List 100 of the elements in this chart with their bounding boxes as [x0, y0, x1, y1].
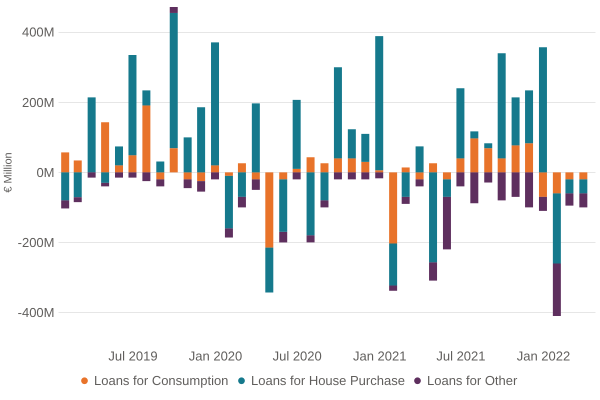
bar [74, 197, 82, 202]
y-tick-label: 0M [36, 164, 54, 180]
legend-label: Loans for Consumption [94, 372, 228, 388]
bar [279, 232, 288, 242]
bar [484, 143, 492, 148]
x-tick-label: Jan 2021 [352, 348, 406, 364]
bar [334, 158, 342, 172]
bar [170, 148, 178, 172]
bar [498, 158, 506, 172]
bar [197, 107, 206, 172]
bar [320, 163, 328, 172]
bar [565, 179, 574, 194]
bar [525, 90, 534, 144]
x-tick-label: Jul 2019 [108, 348, 158, 364]
bar [61, 172, 70, 200]
bar [525, 172, 534, 208]
bar [61, 152, 70, 172]
bar [579, 179, 588, 194]
bar [512, 145, 520, 172]
bar [470, 131, 478, 138]
bar [156, 172, 164, 180]
bar [429, 172, 438, 262]
bar [442, 172, 451, 180]
bar [224, 176, 233, 228]
bar [470, 172, 478, 204]
bar [538, 196, 547, 211]
x-tick-label: Jan 2022 [516, 348, 570, 364]
bar [128, 172, 136, 178]
bar [538, 172, 547, 197]
bar [197, 172, 206, 182]
bar [498, 172, 506, 200]
bar [252, 172, 260, 180]
bar [375, 172, 384, 178]
bar [389, 172, 398, 244]
bar [88, 172, 96, 178]
bar [552, 263, 561, 316]
bar [402, 172, 410, 197]
bar [238, 196, 246, 208]
x-tick-label: Jan 2020 [188, 348, 242, 364]
bar [416, 179, 424, 186]
bar [552, 193, 561, 264]
bar [416, 172, 424, 180]
y-axis-title: € Million [2, 152, 14, 193]
bar [348, 172, 356, 180]
bar [115, 172, 124, 178]
bar [442, 196, 451, 250]
bar [389, 286, 398, 291]
bar [224, 228, 233, 238]
bar [170, 12, 178, 148]
bar [512, 172, 520, 197]
bar [252, 179, 260, 190]
bar [292, 172, 301, 180]
bar [456, 158, 464, 172]
bar [224, 172, 233, 176]
bar [279, 179, 288, 232]
bar [320, 200, 328, 208]
bar [456, 172, 464, 186]
bar [156, 162, 164, 172]
bar [156, 179, 164, 186]
bar [61, 200, 70, 208]
bar [252, 103, 260, 172]
bar [334, 172, 342, 180]
bar [184, 137, 192, 172]
bar [197, 181, 206, 192]
bar [142, 105, 150, 172]
bar [498, 53, 506, 158]
y-tick-label: -200M [18, 234, 54, 250]
bar [74, 172, 82, 198]
bar [88, 97, 96, 172]
bar [101, 182, 110, 186]
bar [320, 172, 328, 200]
bar [538, 47, 547, 172]
bar [306, 157, 315, 172]
bar [238, 163, 246, 172]
bar [238, 172, 246, 197]
bar [142, 172, 150, 182]
bar [184, 179, 192, 188]
bar [565, 172, 574, 180]
x-tick-label: Jul 2021 [436, 348, 486, 364]
bar [334, 67, 342, 158]
bar [279, 172, 288, 180]
bar [292, 100, 301, 169]
bar [128, 155, 136, 172]
bar [115, 146, 124, 166]
bar [416, 146, 424, 172]
bar [456, 88, 464, 158]
bar [484, 172, 492, 183]
bar [525, 143, 534, 172]
bar [142, 90, 150, 106]
bar [361, 134, 370, 162]
bar [442, 179, 451, 197]
y-tick-label: 400M [22, 24, 54, 40]
bar [470, 138, 478, 172]
bar [306, 172, 315, 236]
bar [402, 196, 410, 204]
legend-label: Loans for Other [427, 372, 518, 388]
bar [375, 36, 384, 170]
x-tick-label: Jul 2020 [272, 348, 322, 364]
bar [402, 167, 410, 172]
bar [348, 129, 356, 158]
